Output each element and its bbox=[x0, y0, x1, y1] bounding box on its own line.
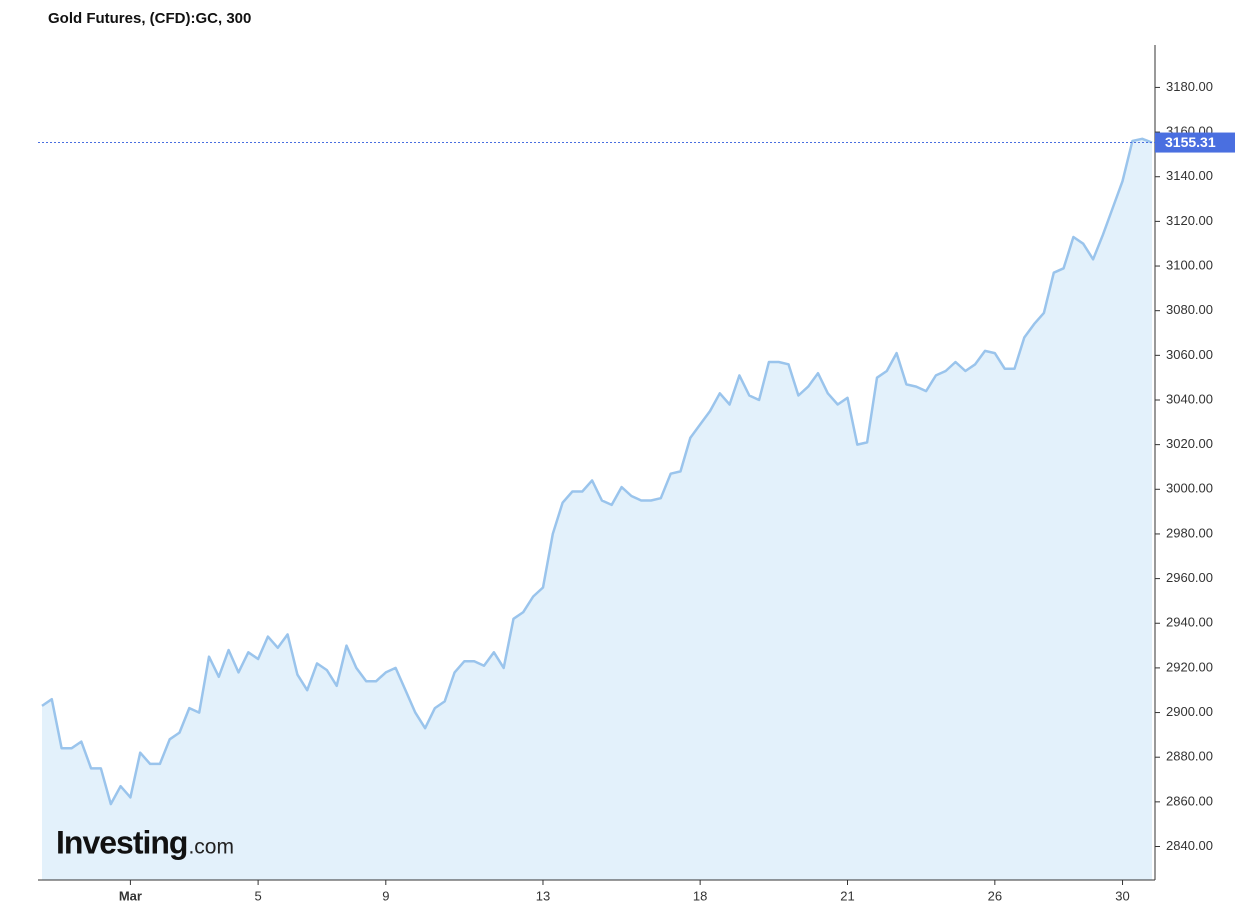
y-tick-label: 3180.00 bbox=[1166, 79, 1213, 94]
chart-title: Gold Futures, (CFD):GC, 300 bbox=[48, 10, 251, 27]
y-tick-label: 3140.00 bbox=[1166, 168, 1213, 183]
x-tick-label: 13 bbox=[536, 888, 550, 903]
y-tick-label: 2840.00 bbox=[1166, 838, 1213, 853]
line bbox=[41, 137, 1153, 806]
y-tick-label: 2940.00 bbox=[1166, 615, 1213, 630]
logo: Investing bbox=[56, 824, 187, 860]
y-tick-label: 3100.00 bbox=[1166, 257, 1213, 272]
x-tick-label: 26 bbox=[988, 888, 1002, 903]
y-tick-label: 3040.00 bbox=[1166, 391, 1213, 406]
y-tick-label: 3120.00 bbox=[1166, 213, 1213, 228]
logo-suffix: .com bbox=[188, 836, 234, 859]
last-value-label: 3155.31 bbox=[1165, 134, 1216, 150]
x-tick-label: Mar bbox=[119, 888, 142, 903]
x-tick-label: 21 bbox=[840, 888, 854, 903]
x-tick-label: 9 bbox=[382, 888, 389, 903]
y-tick-label: 2900.00 bbox=[1166, 704, 1213, 719]
area bbox=[42, 138, 1152, 881]
y-tick-label: 2860.00 bbox=[1166, 793, 1213, 808]
y-tick-label: 2920.00 bbox=[1166, 659, 1213, 674]
x-tick-label: 5 bbox=[254, 888, 261, 903]
y-tick-label: 2960.00 bbox=[1166, 570, 1213, 585]
y-tick-label: 2880.00 bbox=[1166, 749, 1213, 764]
y-tick-label: 3020.00 bbox=[1166, 436, 1213, 451]
y-tick-label: 2980.00 bbox=[1166, 525, 1213, 540]
last-value-box bbox=[1155, 132, 1235, 153]
y-tick-label: 3060.00 bbox=[1166, 347, 1213, 362]
x-tick-label: 18 bbox=[693, 888, 707, 903]
y-tick-label: 3000.00 bbox=[1166, 481, 1213, 496]
x-tick-label: 30 bbox=[1115, 888, 1129, 903]
y-tick-label: 3080.00 bbox=[1166, 302, 1213, 317]
